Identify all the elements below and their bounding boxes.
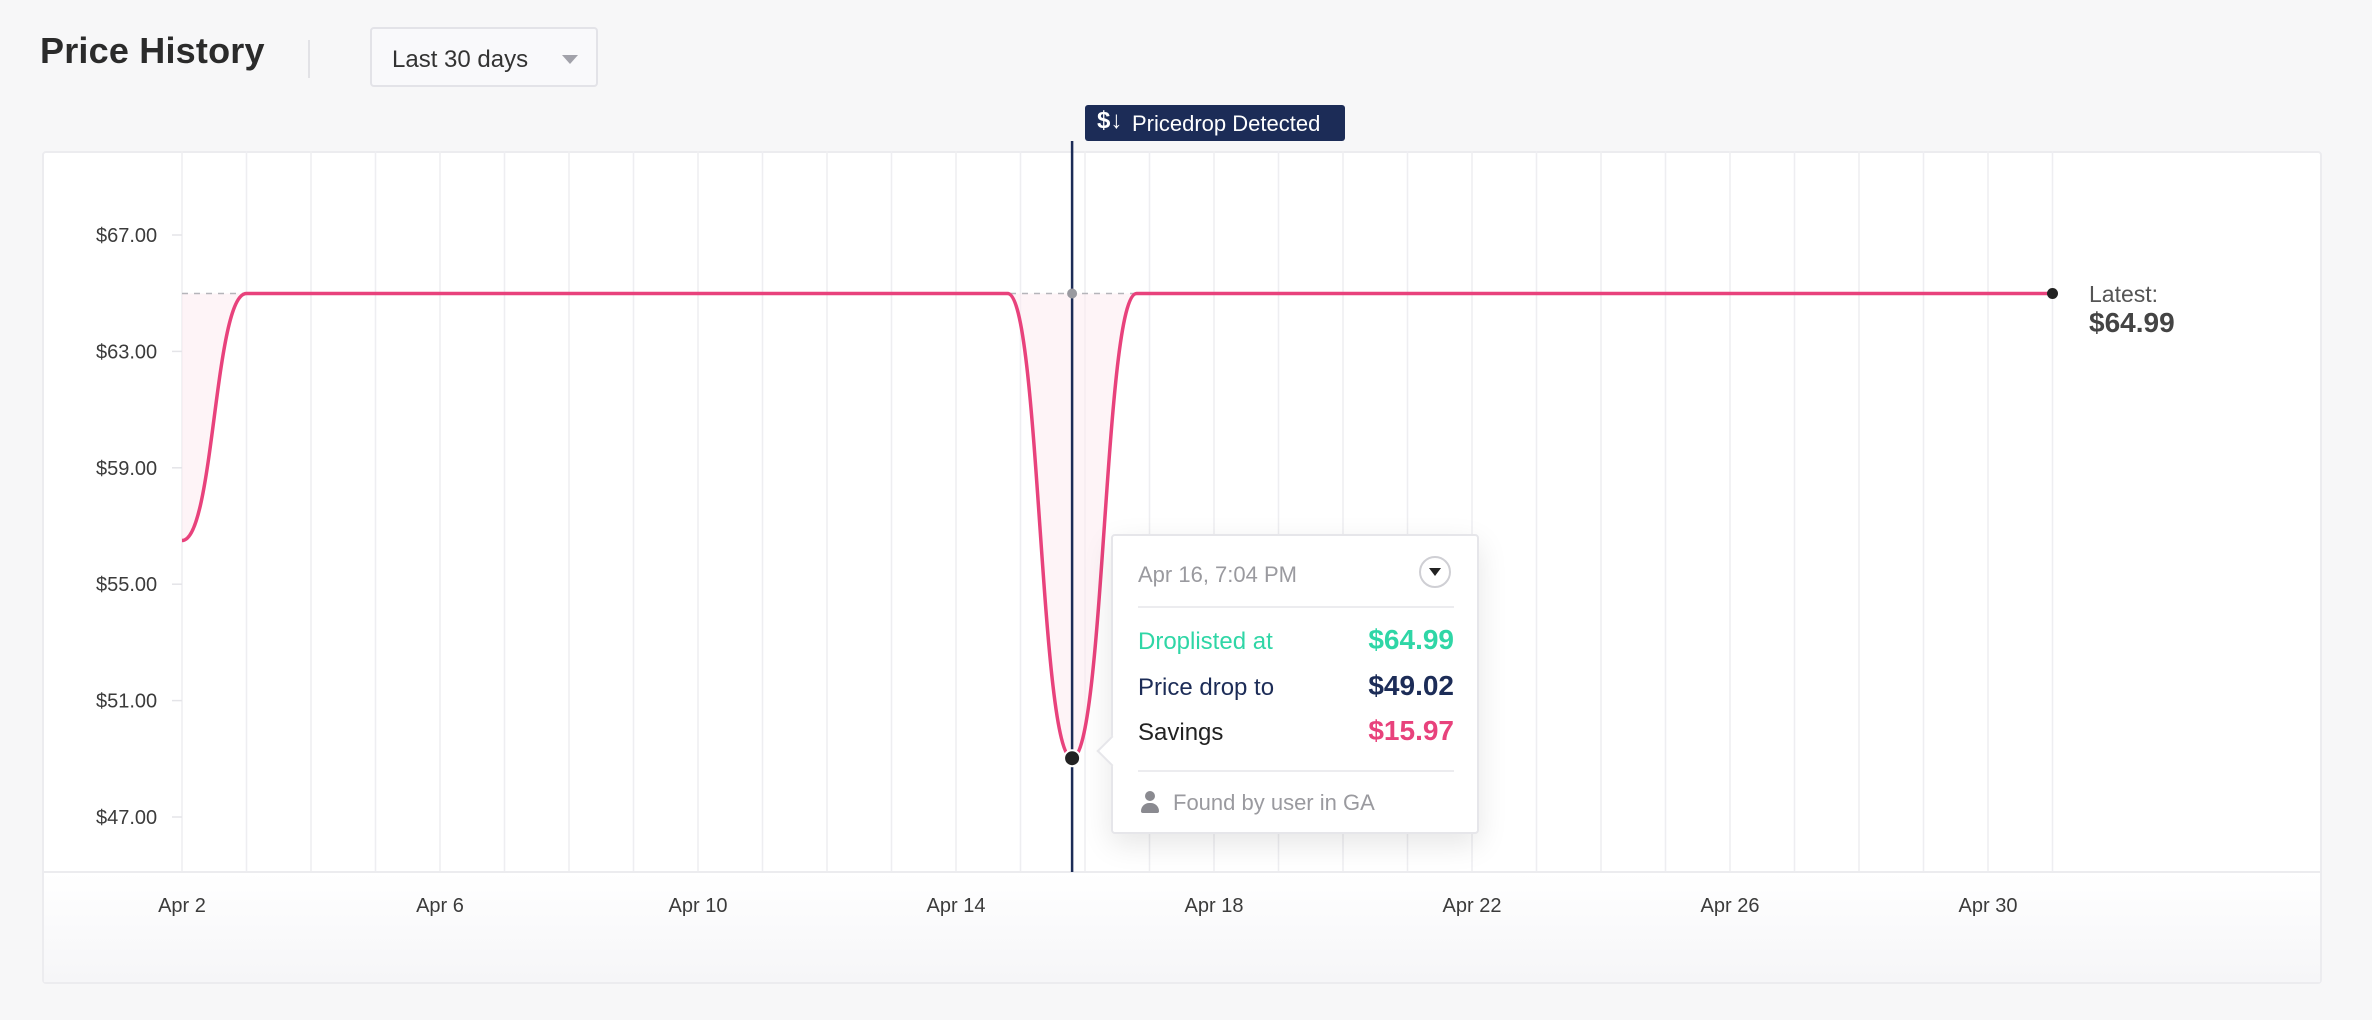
- y-tick-label: $59.00: [96, 458, 157, 480]
- droplisted-label: Droplisted at: [1138, 628, 1273, 655]
- tooltip-divider: [1138, 770, 1454, 772]
- y-tick-label: $67.00: [96, 225, 157, 247]
- header: Price History Last 30 days: [0, 0, 2372, 120]
- tooltip-row-price-drop: Price drop to $49.02: [1138, 668, 1454, 704]
- x-tick-label: Apr 30: [1959, 895, 2018, 917]
- y-tick-label: $51.00: [96, 691, 157, 713]
- price-line: [181, 291, 2053, 760]
- y-tick-label: $47.00: [96, 807, 157, 829]
- latest-value: $64.99: [2089, 307, 2175, 338]
- y-axis: $47.00 $51.00 $55.00 $59.00 $63.00 $67.00: [96, 225, 182, 829]
- x-tick-label: Apr 22: [1443, 895, 1502, 917]
- page-title: Price History: [40, 30, 265, 71]
- droplisted-value: $64.99: [1368, 624, 1454, 655]
- tooltip-divider: [1138, 606, 1454, 608]
- series-lines: [181, 291, 2053, 760]
- price-drop-label: Price drop to: [1138, 674, 1275, 701]
- tooltip-row-droplisted: Droplisted at $64.99: [1138, 622, 1454, 658]
- x-axis: Apr 2 Apr 6 Apr 10 Apr 14 Apr 18 Apr 22 Apr 26…: [158, 895, 2017, 917]
- header-divider: [308, 40, 310, 78]
- tooltip-date: Apr 16, 7:04 PM: [1138, 562, 1297, 587]
- low-price-point: [1063, 749, 1082, 768]
- collapse-chevron-icon[interactable]: [1419, 556, 1451, 588]
- latest-label: Latest:: [2089, 281, 2158, 307]
- x-tick-label: Apr 14: [927, 895, 986, 917]
- reference-point: [1067, 288, 1078, 299]
- x-tick-label: Apr 6: [416, 895, 464, 917]
- user-icon: [1140, 791, 1160, 815]
- banner-text: Pricedrop Detected: [1132, 111, 1321, 136]
- y-tick-label: $55.00: [96, 574, 157, 596]
- date-range-select[interactable]: Last 30 days: [370, 27, 598, 87]
- price-drop-tooltip: Apr 16, 7:04 PM Droplisted at $64.99 Pri…: [1096, 534, 1479, 834]
- found-by-text: Found by user in GA: [1173, 790, 1375, 815]
- x-tick-label: Apr 2: [158, 895, 206, 917]
- grid-lines: [44, 151, 2320, 873]
- markers: [1063, 141, 2058, 872]
- savings-label: Savings: [1138, 719, 1224, 746]
- x-tick-label: Apr 10: [669, 895, 728, 917]
- latest-price-point: [2047, 287, 2058, 299]
- tooltip-row-savings: Savings $15.97: [1138, 713, 1454, 749]
- pricedrop-banner: $↓ Pricedrop Detected: [1085, 105, 1345, 141]
- savings-value: $15.97: [1368, 715, 1454, 746]
- y-tick-label: $63.00: [96, 341, 157, 363]
- dollar-down-icon: $↓: [1097, 107, 1123, 134]
- caret-down-icon: [562, 55, 578, 64]
- price-drop-value: $49.02: [1368, 670, 1454, 701]
- card-footer-fade: [44, 872, 2320, 982]
- x-tick-label: Apr 26: [1701, 895, 1760, 917]
- date-range-label: Last 30 days: [392, 46, 529, 73]
- x-tick-label: Apr 18: [1185, 895, 1244, 917]
